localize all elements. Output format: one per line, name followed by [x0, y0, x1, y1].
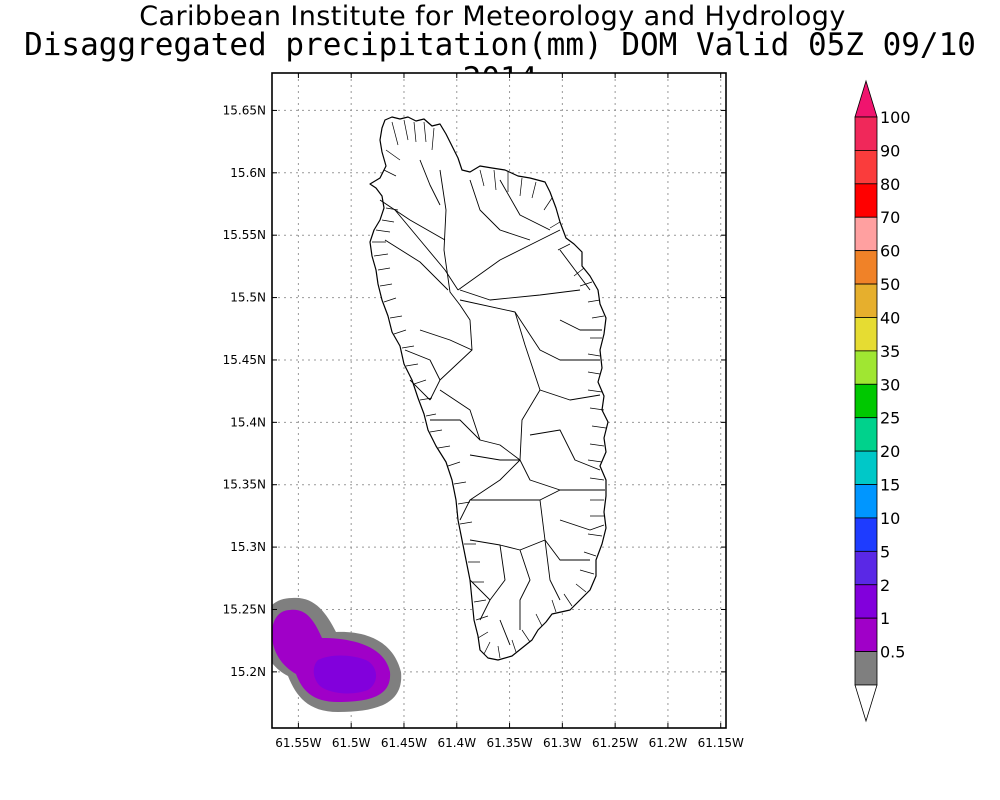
colorbar-box	[854, 250, 878, 285]
colorbar-label: 15	[880, 476, 900, 495]
colorbar-label: 90	[880, 141, 900, 160]
precip-region-southwest	[272, 597, 402, 712]
lon-tick-label: 61.45W	[381, 736, 427, 750]
lat-tick-label: 15.45N	[223, 353, 266, 367]
colorbar-top-arrow	[854, 79, 878, 118]
colorbar-box	[854, 417, 878, 452]
colorbar-label: 60	[880, 242, 900, 261]
lat-tick-label: 15.65N	[223, 103, 266, 117]
colorbar-label: 70	[880, 208, 900, 227]
colorbar-label: 20	[880, 442, 900, 461]
precipitation-field	[272, 597, 402, 712]
colorbar-label: 5	[880, 542, 890, 561]
latitude-axis: 15.65N 15.6N 15.55N 15.5N 15.45N 15.4N 15.35N 1…	[223, 103, 726, 679]
colorbar-box	[854, 450, 878, 485]
island-coastal-streams	[372, 119, 607, 659]
lat-tick-label: 15.6N	[230, 166, 266, 180]
island-coastline	[369, 116, 609, 661]
colorbar-label: 50	[880, 275, 900, 294]
lon-tick-label: 61.55W	[275, 736, 321, 750]
colorbar-box	[854, 216, 878, 252]
lat-tick-label: 15.3N	[230, 540, 266, 554]
colorbar-label: 30	[880, 375, 900, 394]
island-watershed-boundaries	[379, 159, 605, 646]
lon-tick-label: 61.4W	[437, 736, 476, 750]
lat-tick-label: 15.2N	[230, 665, 266, 679]
colorbar-label: 1	[880, 609, 890, 628]
colorbar-label: 100	[880, 108, 911, 127]
colorbar-box	[854, 150, 878, 185]
colorbar-label: 80	[880, 175, 900, 194]
island-dominica	[369, 116, 609, 661]
lat-tick-label: 15.4N	[230, 415, 266, 429]
colorbar-box	[854, 283, 878, 318]
colorbar-box	[854, 651, 878, 686]
colorbar-labels: 100 90 80 70 60 50 40 35 30 25 20 15 10 5 2 1 0.5	[880, 108, 911, 662]
lon-tick-label: 61.3W	[543, 736, 582, 750]
lat-tick-label: 15.35N	[223, 478, 266, 492]
lat-tick-label: 15.25N	[223, 602, 266, 616]
lon-tick-label: 61.2W	[649, 736, 688, 750]
precip-contour-2	[313, 655, 377, 694]
colorbar-box	[854, 317, 878, 352]
lon-tick-label: 61.35W	[486, 736, 532, 750]
map-frame	[271, 72, 727, 729]
title-line-1: Caribbean Institute for Meteorology and …	[139, 1, 846, 32]
colorbar-label: 10	[880, 509, 900, 528]
colorbar-box	[854, 550, 878, 586]
colorbar-label: 40	[880, 308, 900, 327]
lon-tick-label: 61.15W	[698, 736, 744, 750]
lon-tick-label: 61.25W	[592, 736, 638, 750]
lat-tick-label: 15.55N	[223, 228, 266, 242]
colorbar-box	[854, 116, 878, 151]
colorbar-box	[854, 484, 878, 519]
colorbar-bottom-arrow	[854, 684, 878, 723]
colorbar-box	[854, 350, 878, 385]
colorbar-label: 25	[880, 409, 900, 428]
colorbar-box	[854, 584, 878, 619]
colorbar-box	[854, 183, 878, 218]
colorbar-label: 35	[880, 342, 900, 361]
lon-tick-label: 61.5W	[332, 736, 371, 750]
title-line-2: Disaggregated precipitation(mm) DOM Vali…	[24, 27, 976, 96]
longitude-axis: 61.55W 61.5W 61.45W 61.4W 61.35W 61.3W 61.25W 6…	[275, 73, 744, 750]
colorbar-label: 0.5	[880, 643, 905, 662]
lat-tick-label: 15.5N	[230, 291, 266, 305]
colorbar-box	[854, 617, 878, 652]
colorbar-label: 2	[880, 576, 890, 595]
colorbar-box	[854, 383, 878, 419]
colorbar-box	[854, 517, 878, 552]
colorbar-boxes	[854, 116, 878, 686]
